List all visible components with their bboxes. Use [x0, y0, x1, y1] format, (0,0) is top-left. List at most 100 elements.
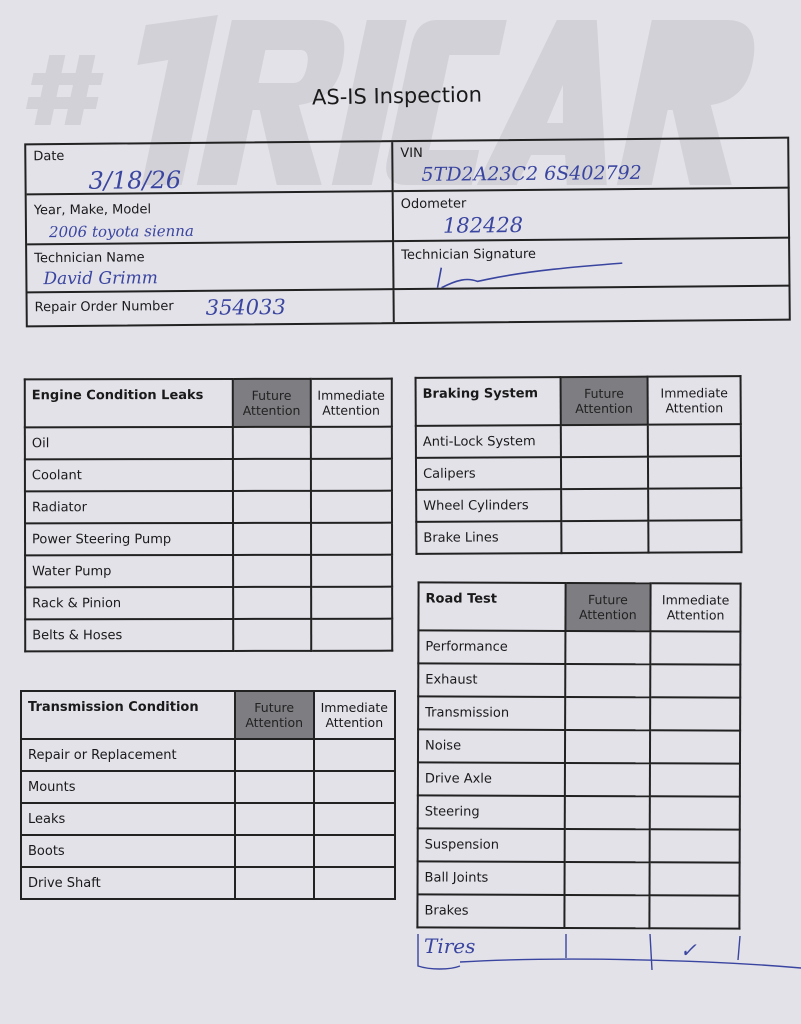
immediate-attention-cell[interactable] — [648, 456, 742, 489]
immediate-attention-cell[interactable] — [648, 520, 742, 553]
row-label: Mounts — [20, 770, 236, 804]
future-attention-cell[interactable] — [232, 554, 311, 587]
future-attention-cell[interactable] — [564, 828, 650, 863]
future-attention-cell[interactable] — [564, 762, 651, 797]
row-label: Exhaust — [418, 663, 565, 697]
future-attention-cell[interactable] — [232, 522, 311, 555]
future-attention-cell[interactable] — [564, 795, 651, 830]
row-label: Anti-Lock System — [415, 425, 561, 458]
table-row: Belts & Hoses — [25, 618, 393, 652]
future-attention-cell[interactable] — [564, 663, 651, 698]
table-row: Drive Axle — [417, 762, 740, 797]
immediate-attention-cell[interactable] — [310, 522, 393, 555]
table-header-row: Engine Condition Leaks Future Attention Im… — [24, 378, 392, 428]
immediate-attention-cell[interactable] — [312, 738, 397, 772]
table-row: Boots — [20, 834, 397, 868]
technician-name-value: David Grimm — [43, 268, 158, 290]
row-label: Ball Joints — [417, 861, 565, 895]
future-attention-cell[interactable] — [232, 426, 311, 459]
table-row: Transmission — [418, 696, 741, 731]
transmission-condition-table: Transmission Condition Future Attention Im… — [20, 690, 397, 900]
table-row: Coolant — [24, 458, 392, 492]
repair-order-label: Repair Order Number — [34, 299, 174, 316]
row-label: Power Steering Pump — [25, 522, 233, 556]
table-row: Calipers — [415, 456, 742, 490]
future-attention-cell[interactable] — [233, 618, 311, 651]
section-title: Engine Condition Leaks — [24, 378, 233, 428]
table-row: Radiator — [24, 490, 393, 524]
immediate-attention-cell[interactable] — [310, 426, 392, 459]
section-title: Braking System — [415, 377, 561, 426]
table-row: Leaks — [20, 802, 397, 836]
immediate-attention-cell[interactable] — [310, 586, 393, 619]
future-attention-cell[interactable] — [564, 630, 651, 665]
row-label: Radiator — [24, 490, 233, 524]
immediate-attention-cell[interactable] — [312, 770, 397, 804]
future-attention-cell[interactable] — [233, 834, 315, 868]
immediate-attention-cell[interactable] — [650, 631, 741, 665]
row-label: Brake Lines — [416, 521, 562, 554]
ymm-value: 2006 toyota sienna — [48, 221, 194, 242]
row-label: Wheel Cylinders — [416, 489, 561, 522]
immediate-attention-cell[interactable] — [650, 664, 741, 698]
section-title: Transmission Condition — [20, 690, 236, 740]
odometer-label: Odometer — [400, 196, 467, 213]
odometer-value: 182428 — [442, 212, 524, 238]
immediate-attention-cell[interactable] — [310, 490, 393, 523]
braking-system-table: Braking System Future Attention Immediate … — [415, 375, 743, 555]
row-label: Boots — [20, 834, 236, 868]
immediate-attention-cell[interactable] — [650, 730, 741, 764]
blank-cell — [395, 287, 791, 322]
table-header-row: Transmission Condition Future Attention Im… — [20, 690, 397, 740]
row-label: Coolant — [24, 458, 233, 492]
future-attention-cell[interactable] — [564, 729, 651, 764]
future-attention-cell[interactable] — [560, 424, 649, 458]
future-attention-cell[interactable] — [233, 586, 311, 619]
future-attention-cell[interactable] — [560, 456, 649, 490]
table-row: Steering — [417, 795, 740, 830]
immediate-attention-cell[interactable] — [649, 829, 740, 863]
future-attention-cell[interactable] — [233, 802, 315, 836]
future-attention-cell[interactable] — [560, 488, 649, 522]
row-label: Performance — [418, 630, 566, 664]
future-attention-cell[interactable] — [232, 490, 311, 523]
future-attention-cell[interactable] — [232, 458, 311, 491]
table-row: Water Pump — [25, 554, 393, 588]
date-value: 3/18/26 — [88, 165, 182, 195]
immediate-attention-cell[interactable] — [650, 763, 740, 797]
date-label: Date — [33, 148, 65, 165]
date-field[interactable]: Date — [26, 142, 394, 196]
future-attention-cell[interactable] — [560, 520, 649, 554]
immediate-attention-cell[interactable] — [310, 458, 392, 491]
immediate-attention-cell[interactable] — [312, 802, 397, 836]
future-attention-cell[interactable] — [233, 866, 315, 900]
immediate-attention-cell[interactable] — [649, 862, 740, 896]
immediate-attention-header: Immediate Attention — [650, 583, 741, 632]
future-attention-cell[interactable] — [564, 696, 651, 731]
immediate-attention-cell[interactable] — [649, 796, 740, 830]
future-attention-header: Future Attention — [232, 378, 311, 427]
future-attention-cell[interactable] — [233, 770, 315, 804]
immediate-attention-cell[interactable] — [310, 618, 393, 651]
immediate-attention-cell[interactable] — [649, 895, 740, 929]
future-attention-cell[interactable] — [233, 738, 315, 772]
row-label: Repair or Replacement — [20, 738, 236, 772]
future-attention-header: Future Attention — [560, 376, 648, 426]
table-row: Drive Shaft — [20, 866, 397, 900]
immediate-attention-cell[interactable] — [648, 488, 742, 521]
immediate-attention-cell[interactable] — [647, 424, 741, 457]
future-attention-cell[interactable] — [564, 861, 650, 896]
immediate-attention-cell[interactable] — [312, 834, 397, 868]
immediate-attention-cell[interactable] — [650, 697, 741, 731]
ymm-label: Year, Make, Model — [33, 202, 152, 219]
table-row: Brakes — [417, 894, 740, 929]
row-label: Leaks — [20, 802, 236, 836]
future-attention-header: Future Attention — [565, 582, 651, 632]
future-attention-cell[interactable] — [564, 894, 650, 929]
table-row: Performance — [418, 630, 741, 665]
immediate-attention-cell[interactable] — [312, 866, 397, 900]
row-label: Suspension — [417, 828, 565, 862]
table-row: Suspension — [417, 828, 740, 863]
row-label: Steering — [417, 795, 565, 829]
immediate-attention-cell[interactable] — [310, 554, 393, 587]
